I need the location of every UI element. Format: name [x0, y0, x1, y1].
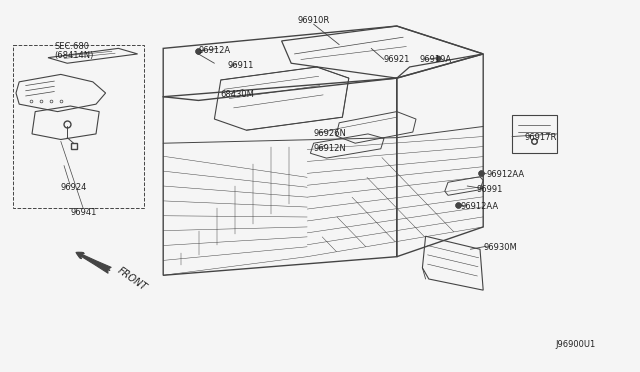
- Text: 96910R: 96910R: [298, 16, 330, 25]
- Text: 96912AA: 96912AA: [461, 202, 499, 211]
- Text: 96912A: 96912A: [198, 46, 230, 55]
- Text: 96911: 96911: [227, 61, 253, 70]
- Text: 96921: 96921: [384, 55, 410, 64]
- Text: 96930M: 96930M: [483, 243, 517, 252]
- Text: 96912N: 96912N: [314, 144, 346, 153]
- Text: SEC.680: SEC.680: [54, 42, 90, 51]
- Text: 96991: 96991: [477, 185, 503, 194]
- Text: J96900U1: J96900U1: [555, 340, 595, 349]
- Text: 68430M: 68430M: [221, 90, 255, 99]
- Text: 96912AA: 96912AA: [486, 170, 525, 179]
- Text: 96941: 96941: [70, 208, 97, 217]
- Text: 96924: 96924: [60, 183, 87, 192]
- Text: 96919A: 96919A: [419, 55, 451, 64]
- Text: 96917R: 96917R: [525, 133, 557, 142]
- Text: (68414N): (68414N): [54, 51, 94, 60]
- Text: 96926N: 96926N: [314, 129, 346, 138]
- Text: FRONT: FRONT: [115, 265, 148, 293]
